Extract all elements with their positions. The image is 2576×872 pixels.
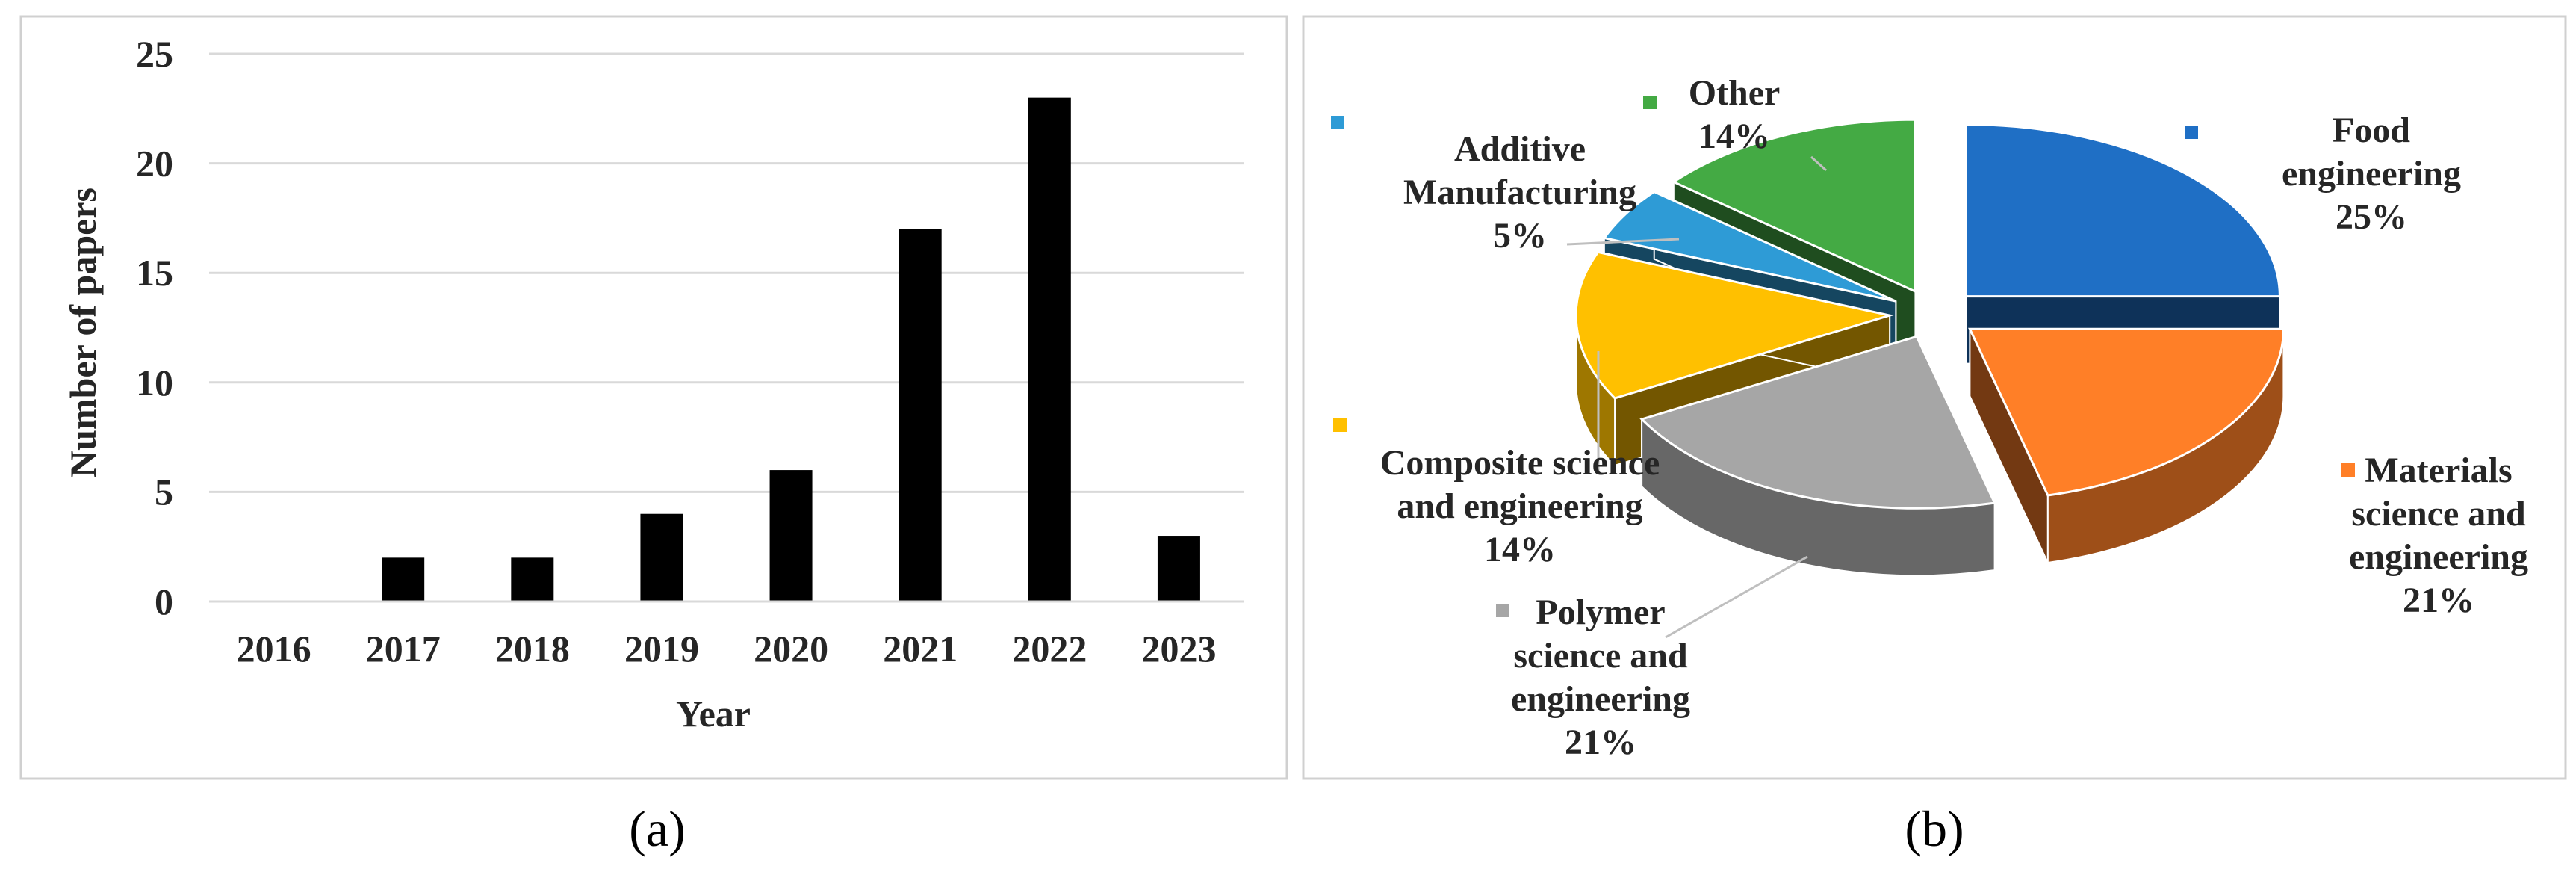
pie-slice-polymer-science-and-engineering xyxy=(1639,335,1996,577)
bar-y-tick-label: 20 xyxy=(136,143,173,185)
pie-label-text: Additive xyxy=(1454,129,1586,169)
bar-2020 xyxy=(769,470,813,602)
caption-b: (b) xyxy=(1905,800,1964,857)
pie-leader-line xyxy=(1665,555,1808,639)
bar-2018 xyxy=(511,557,554,602)
pie-legend-marker xyxy=(1333,418,1347,432)
pie-label-text: Materials xyxy=(2365,451,2512,490)
pie-legend-marker xyxy=(1331,116,1344,129)
bar-2023 xyxy=(1157,536,1200,602)
pie-label: Other 14% xyxy=(1643,73,1780,156)
bar-x-tick-label: 2023 xyxy=(1141,628,1216,670)
pie-slice-top xyxy=(1639,335,1996,510)
bar-x-tick-label: 2020 xyxy=(754,628,828,670)
bar-2021 xyxy=(899,229,942,602)
caption-a: (a) xyxy=(629,800,685,857)
bar-2019 xyxy=(640,513,683,602)
pie-label-percent: 5% xyxy=(1493,216,1547,256)
pie-label-text: engineering xyxy=(2349,537,2528,577)
pie-label-percent: 21% xyxy=(2403,581,2474,620)
bar-x-ticks: 2016 2017 2018 2019 2020 2021 2022 2023 xyxy=(237,628,1217,670)
pie-legend-marker xyxy=(2185,126,2198,139)
pie-leader-line xyxy=(1566,238,1680,246)
bar-x-tick-label: 2019 xyxy=(624,628,699,670)
bar-y-tick-label: 15 xyxy=(136,252,173,294)
pie-leader-lines xyxy=(1566,155,1828,639)
pie-label-text: science and xyxy=(2351,494,2526,534)
pie-slice-top xyxy=(1602,190,1896,303)
pie-slice-materials-science-and-engineering xyxy=(1968,327,2285,564)
pie-label-text: Manufacturing xyxy=(1403,173,1636,212)
bar-x-tick-label: 2017 xyxy=(366,628,441,670)
pie-legend-marker xyxy=(2341,463,2355,477)
pie-legend-marker xyxy=(1643,96,1657,109)
bar-2022 xyxy=(1028,97,1071,602)
panel-a-frame xyxy=(19,15,1288,780)
pie-leader-line xyxy=(1810,155,1828,172)
bar-series xyxy=(382,97,1200,602)
pie-slice-top xyxy=(1574,250,1895,400)
pie-label-percent: 14% xyxy=(1698,117,1770,156)
pie-label-text: science and xyxy=(1513,636,1688,675)
pie-label-percent: 21% xyxy=(1565,723,1636,762)
pie-label-text: Food xyxy=(2333,111,2410,150)
pie-label-text: engineering xyxy=(2282,154,2461,194)
bar-y-tick-label: 10 xyxy=(136,362,173,403)
pie-label-text: Polymer xyxy=(1536,593,1665,632)
pie-legend-marker xyxy=(1496,604,1509,617)
pie-label: Polymer science and engineering 21% xyxy=(1496,593,1690,762)
pie-label-text: Other xyxy=(1689,73,1781,113)
pie-slice-top xyxy=(1964,123,2281,298)
bar-y-tick-label: 0 xyxy=(155,581,173,622)
bar-y-tick-label: 25 xyxy=(136,33,173,75)
bar-y-ticks: 0 5 10 15 20 25 xyxy=(136,33,173,622)
bar-x-axis-title: Year xyxy=(676,693,751,735)
pie-slices xyxy=(1574,118,2285,577)
pie-label-percent: 14% xyxy=(1484,530,1556,569)
bar-x-tick-label: 2016 xyxy=(237,628,311,670)
pie-slice-top xyxy=(1671,118,1917,294)
pie-label-text: engineering xyxy=(1511,679,1690,719)
pie-slice-top xyxy=(1968,327,2285,497)
pie-label-text: and engineering xyxy=(1397,486,1642,526)
bar-y-tick-label: 5 xyxy=(155,471,173,513)
bar-x-tick-label: 2018 xyxy=(495,628,570,670)
pie-label-text: Composite science xyxy=(1380,443,1660,483)
bar-2017 xyxy=(382,557,425,602)
pie-label-percent: 25% xyxy=(2336,197,2407,237)
pie-label: Additive Manufacturing 5% xyxy=(1331,116,1636,256)
bar-y-axis-title: Number of papers xyxy=(62,188,104,477)
bar-x-tick-label: 2022 xyxy=(1012,628,1087,670)
bar-x-tick-label: 2021 xyxy=(883,628,958,670)
